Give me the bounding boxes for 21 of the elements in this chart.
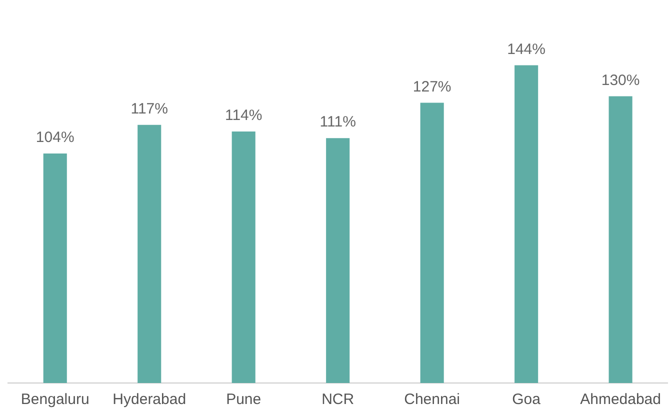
x-tick-label: Bengaluru <box>20 391 90 408</box>
x-tick-label: Hyderabad <box>112 391 186 408</box>
x-tick-label: NCR <box>322 391 354 408</box>
data-label: 104% <box>36 129 74 146</box>
bar <box>514 65 538 383</box>
x-tick-label: Chennai <box>404 391 460 408</box>
x-tick-label: Pune <box>226 391 262 408</box>
bar <box>232 131 256 383</box>
data-label: 144% <box>507 40 546 58</box>
data-label: 127% <box>412 78 452 96</box>
bar <box>326 138 350 383</box>
data-label: 130% <box>601 72 640 89</box>
bar <box>420 102 444 383</box>
data-label: 117% <box>130 100 168 118</box>
bar <box>608 96 632 383</box>
bar <box>138 124 162 383</box>
x-tick-label: Ahmedabad <box>580 391 662 408</box>
x-tick-label: Goa <box>512 391 542 408</box>
data-label: 111% <box>320 114 356 131</box>
bar <box>43 154 67 383</box>
data-label: 114% <box>224 107 262 124</box>
